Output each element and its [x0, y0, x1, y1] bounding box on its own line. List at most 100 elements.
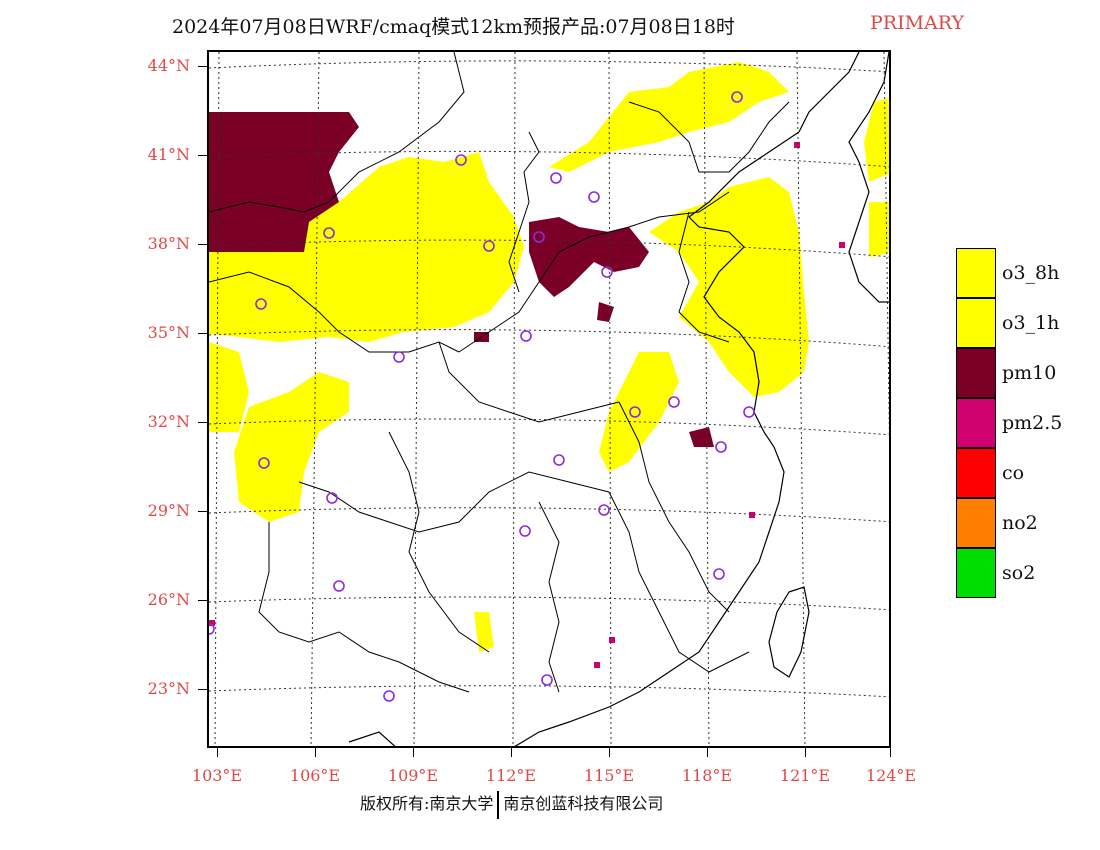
legend-item-so2: so2: [956, 548, 1076, 598]
legend-label: no2: [1002, 512, 1038, 534]
province-boundaries: [209, 52, 790, 693]
pm25-cell: [749, 512, 755, 518]
legend-label: o3_8h: [1002, 262, 1060, 284]
pm10-region-north-china: [529, 217, 649, 297]
lat-label-23: 23°N: [147, 679, 190, 698]
legend-swatch: [956, 398, 996, 448]
legend-label: o3_1h: [1002, 312, 1060, 334]
city-marker: [601, 266, 613, 278]
city-markers: [209, 91, 755, 702]
o3-region-korea: [869, 202, 889, 257]
pm25-cell: [209, 620, 215, 626]
footer-divider: [497, 790, 500, 819]
graticule: [209, 52, 889, 746]
pm10-coverage: [209, 112, 714, 447]
o3-region-northeast: [549, 62, 789, 172]
city-marker: [598, 504, 610, 516]
lat-label-41: 41°N: [147, 145, 190, 164]
legend-label: co: [1002, 462, 1025, 484]
legend-item-o3-8h: o3_8h: [956, 248, 1076, 298]
pm25-cell: [594, 662, 600, 668]
map-canvas: [209, 52, 889, 746]
city-marker: [550, 172, 562, 184]
legend-item-o3-1h: o3_1h: [956, 298, 1076, 348]
o3-region-east: [649, 177, 809, 397]
city-marker: [715, 441, 727, 453]
legend: o3_8h o3_1h pm10 pm2.5 co no2 so2: [956, 248, 1076, 598]
lon-tick: [890, 748, 891, 757]
city-marker: [483, 240, 495, 252]
o3-region-far-east: [864, 98, 889, 182]
lat-label-32: 32°N: [147, 412, 190, 431]
pm25-cell: [839, 242, 845, 248]
lat-label-26: 26°N: [147, 590, 190, 609]
city-marker: [333, 580, 345, 592]
city-marker: [520, 330, 532, 342]
lon-label-106: 106°E: [289, 766, 341, 785]
lon-label-124: 124°E: [865, 766, 917, 785]
city-marker: [668, 396, 680, 408]
taiwan: [768, 586, 810, 678]
footer-right: 南京创蓝科技有限公司: [503, 794, 664, 813]
pm25-cell: [794, 142, 800, 148]
o3-region-yangtze: [599, 352, 679, 472]
lon-tick: [511, 748, 512, 757]
legend-item-pm10: pm10: [956, 348, 1076, 398]
chart-title: 2024年07月08日WRF/cmaq模式12km预报产品:07月08日18时 …: [0, 12, 1100, 42]
o3-region-sw: [234, 372, 349, 522]
title-main: 2024年07月08日WRF/cmaq模式12km预报产品:07月08日18时: [172, 16, 735, 38]
lat-tick: [198, 333, 207, 334]
city-marker: [323, 227, 335, 239]
legend-item-no2: no2: [956, 498, 1076, 548]
lon-tick: [217, 748, 218, 757]
city-marker: [541, 674, 553, 686]
lon-label-118: 118°E: [681, 766, 733, 785]
lon-tick: [315, 748, 316, 757]
lat-label-44: 44°N: [147, 56, 190, 75]
o3-region-north-central: [209, 152, 524, 342]
lon-tick: [707, 748, 708, 757]
city-marker: [629, 406, 641, 418]
city-marker: [455, 154, 467, 166]
legend-swatch: [956, 298, 996, 348]
lat-label-35: 35°N: [147, 323, 190, 342]
map-panel: [207, 50, 891, 748]
legend-item-pm25: pm2.5: [956, 398, 1076, 448]
pm25-cell: [609, 637, 615, 643]
pm10-patch-b: [689, 427, 714, 447]
city-marker: [553, 454, 565, 466]
title-tag: PRIMARY: [870, 12, 965, 34]
lon-label-121: 121°E: [779, 766, 831, 785]
lon-label-112: 112°E: [485, 766, 537, 785]
city-marker: [383, 690, 395, 702]
city-marker: [326, 492, 338, 504]
lat-tick: [198, 600, 207, 601]
pm10-region-northwest: [209, 112, 359, 252]
legend-swatch: [956, 348, 996, 398]
coastline: [348, 52, 889, 746]
o3-region-west-edge: [209, 342, 249, 432]
city-marker: [519, 525, 531, 537]
legend-swatch: [956, 448, 996, 498]
pm25-coverage: [209, 142, 845, 668]
lon-tick: [413, 748, 414, 757]
legend-swatch: [956, 548, 996, 598]
lon-label-109: 109°E: [387, 766, 439, 785]
lon-label-115: 115°E: [583, 766, 635, 785]
lon-tick: [609, 748, 610, 757]
city-marker: [533, 231, 545, 243]
copyright-footer: 版权所有:南京大学 南京创蓝科技有限公司: [360, 790, 663, 819]
footer-left: 版权所有:南京大学: [360, 794, 494, 813]
lat-tick: [198, 244, 207, 245]
o3-coverage: [209, 62, 889, 652]
lat-tick: [198, 155, 207, 156]
city-marker: [258, 457, 270, 469]
lat-label-29: 29°N: [147, 501, 190, 520]
city-marker: [731, 91, 743, 103]
lon-label-103: 103°E: [191, 766, 243, 785]
hainan: [348, 731, 396, 746]
legend-swatch: [956, 248, 996, 298]
city-marker: [209, 623, 215, 635]
city-marker: [588, 191, 600, 203]
lat-tick: [198, 66, 207, 67]
